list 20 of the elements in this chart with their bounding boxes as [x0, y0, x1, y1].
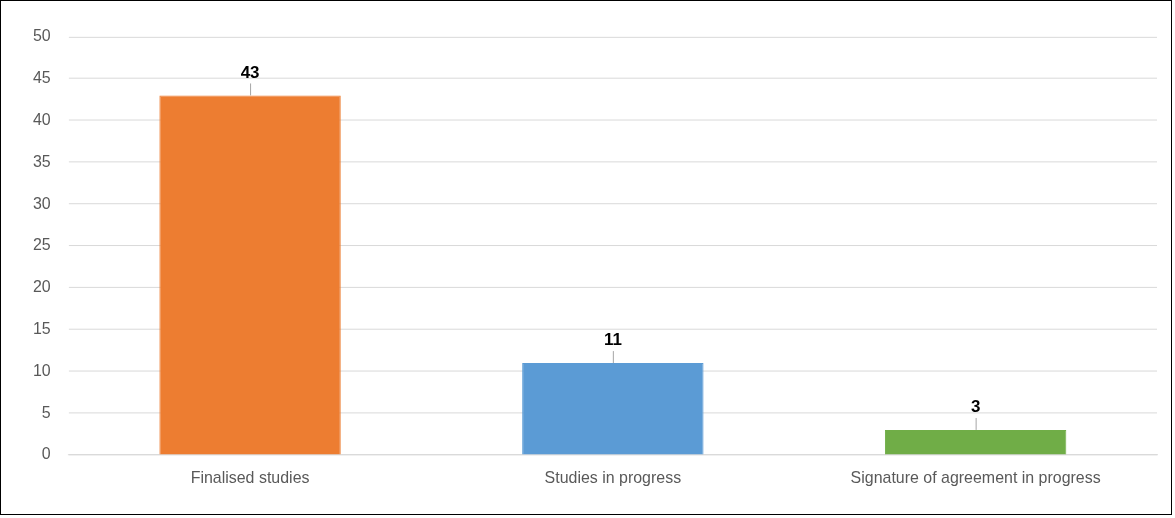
bar	[522, 363, 704, 455]
x-tick-label: Studies in progress	[544, 468, 682, 486]
y-tick-label: 50	[32, 27, 51, 45]
x-tick-label: Signature of agreement in progress	[850, 468, 1101, 486]
y-tick-label: 20	[32, 278, 51, 296]
y-tick-label: 40	[32, 110, 51, 128]
y-tick-label: 30	[32, 194, 51, 212]
bar	[159, 95, 341, 455]
y-tick-label: 15	[32, 319, 51, 337]
x-tick-label: Finalised studies	[190, 468, 310, 486]
y-tick-label: 0	[41, 445, 51, 463]
y-tick-label: 5	[41, 403, 51, 421]
y-tick-label: 45	[32, 69, 51, 87]
data-label: 3	[970, 397, 981, 417]
data-label: 43	[240, 62, 260, 82]
y-tick-label: 10	[32, 361, 51, 379]
y-tick-label: 25	[32, 236, 51, 254]
data-label: 11	[603, 330, 622, 350]
y-tick-label: 35	[32, 152, 51, 170]
bar	[884, 429, 1067, 455]
